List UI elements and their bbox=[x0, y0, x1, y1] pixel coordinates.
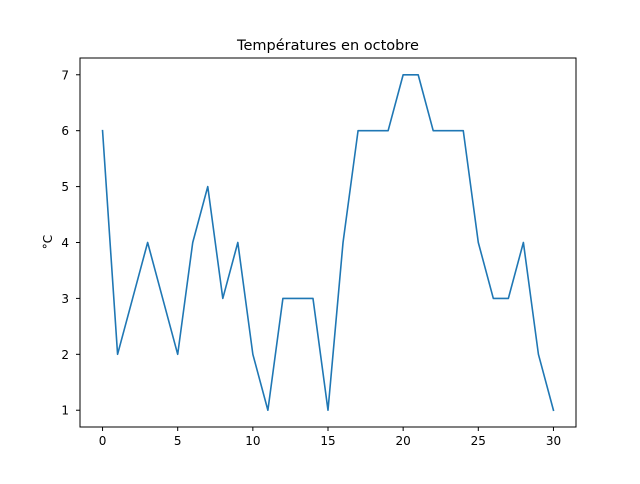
chart-title: Températures en octobre bbox=[236, 38, 419, 54]
y-tick-label: 1 bbox=[61, 404, 69, 418]
x-tick-label: 25 bbox=[471, 434, 486, 448]
y-tick-label: 7 bbox=[61, 68, 69, 82]
x-tick-label: 30 bbox=[546, 434, 561, 448]
y-tick-label: 3 bbox=[61, 292, 69, 306]
x-tick-label: 15 bbox=[320, 434, 335, 448]
y-tick-label: 4 bbox=[61, 236, 69, 250]
y-axis-label: °C bbox=[41, 235, 55, 249]
temperature-series-line bbox=[103, 75, 554, 410]
plot-area: 0 5 10 15 20 25 30 1 2 3 4 5 6 7 bbox=[61, 68, 561, 448]
y-tick-label: 5 bbox=[61, 180, 69, 194]
plot-frame bbox=[80, 58, 576, 427]
x-tick-label: 10 bbox=[245, 434, 260, 448]
x-tick-label: 0 bbox=[99, 434, 107, 448]
x-tick-label: 20 bbox=[396, 434, 411, 448]
y-tick-label: 6 bbox=[61, 124, 69, 138]
x-tick-label: 5 bbox=[174, 434, 182, 448]
y-tick-label: 2 bbox=[61, 348, 69, 362]
